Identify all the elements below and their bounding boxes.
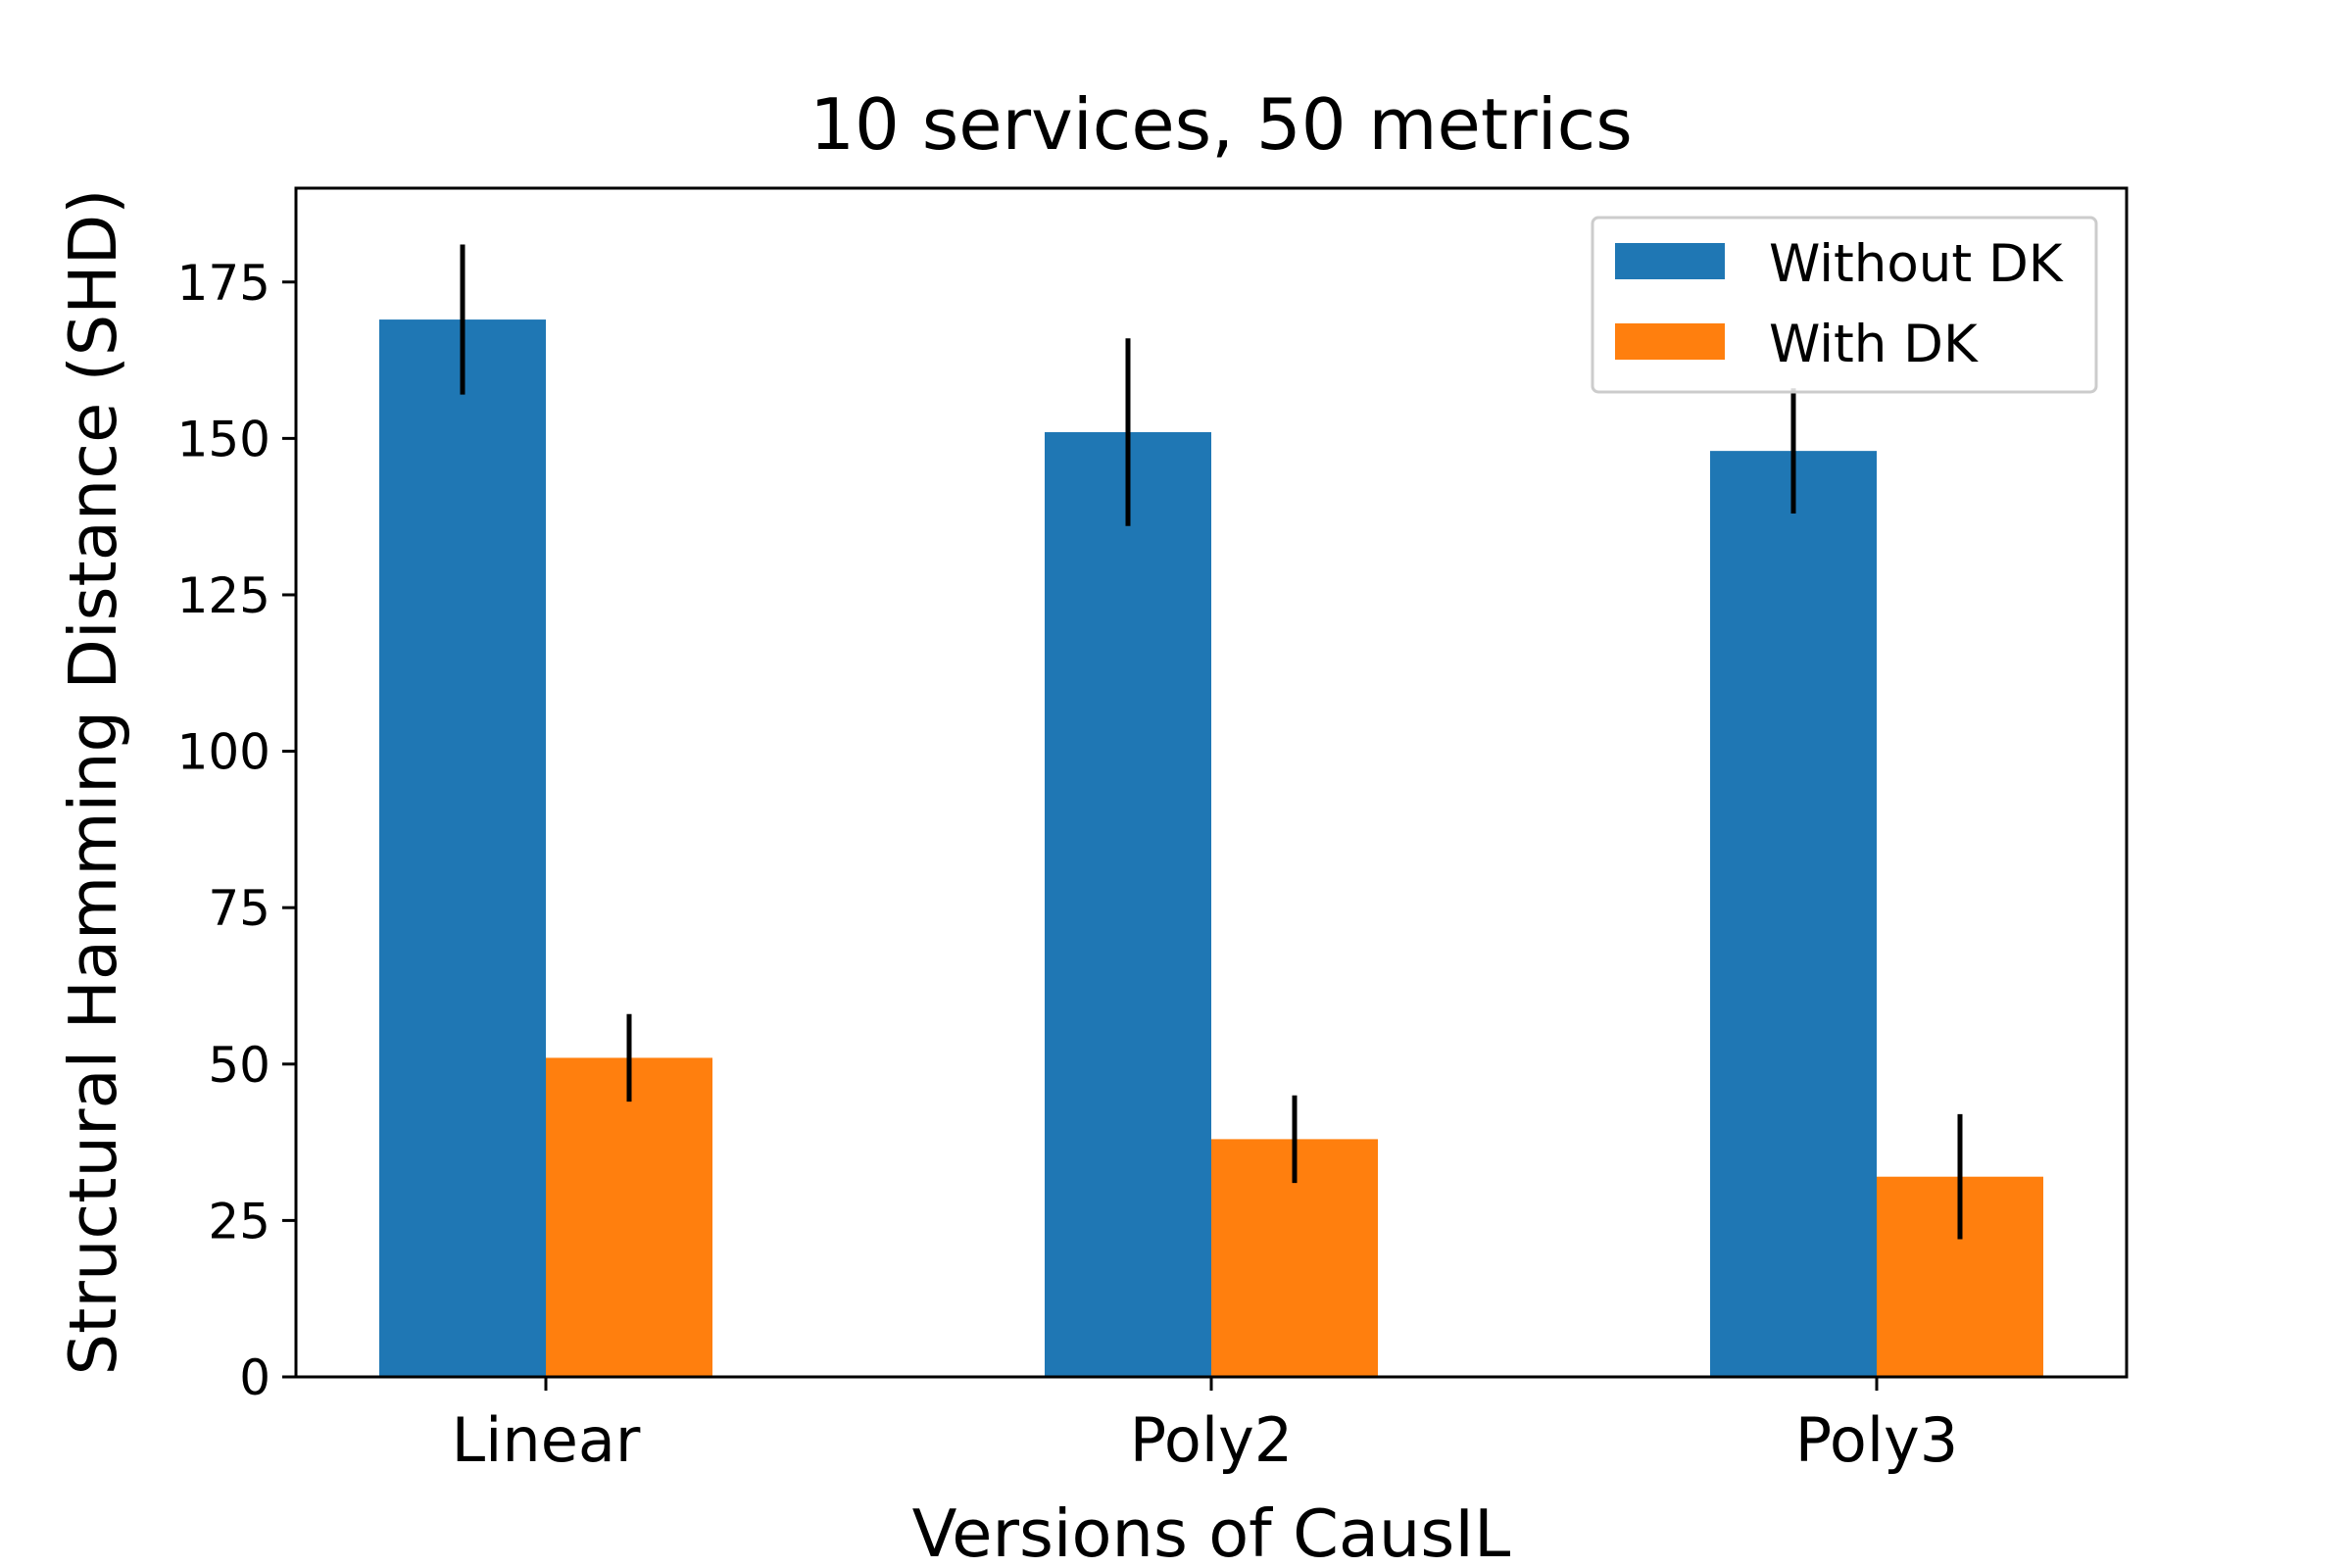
bar-without-dk-poly3 xyxy=(1710,451,1877,1377)
bar-without-dk-poly2 xyxy=(1045,431,1211,1377)
legend-swatch-with-dk xyxy=(1615,323,1725,360)
legend-label-with-dk: With DK xyxy=(1769,315,1979,374)
chart-title: 10 services, 50 metrics xyxy=(809,83,1633,166)
y-tick-label: 125 xyxy=(177,567,270,624)
y-tick-label: 175 xyxy=(177,255,270,312)
y-tick-label: 100 xyxy=(177,724,270,781)
x-tick-label-linear: Linear xyxy=(452,1404,641,1476)
error-bars-layer xyxy=(460,244,1963,1240)
bar-with-dk-linear xyxy=(546,1057,712,1377)
x-axis-label: Versions of CausIL xyxy=(912,1495,1511,1568)
bars-layer xyxy=(379,319,2043,1378)
y-tick-label: 50 xyxy=(208,1037,270,1094)
y-axis: 0 25 50 75 100 125 150 175 xyxy=(177,255,296,1406)
y-tick-label: 75 xyxy=(208,880,270,937)
x-axis: Linear Poly2 Poly3 xyxy=(452,1377,1958,1476)
legend-swatch-without-dk xyxy=(1615,243,1725,279)
y-tick-label: 150 xyxy=(177,411,270,467)
y-tick-label: 25 xyxy=(208,1193,270,1250)
bar-without-dk-linear xyxy=(379,319,546,1378)
y-tick-label: 0 xyxy=(239,1349,270,1406)
legend-label-without-dk: Without DK xyxy=(1769,234,2064,294)
x-tick-label-poly3: Poly3 xyxy=(1795,1404,1958,1476)
x-tick-label-poly2: Poly2 xyxy=(1130,1404,1293,1476)
y-axis-label: Structural Hamming Distance (SHD) xyxy=(55,189,131,1376)
legend: Without DK With DK xyxy=(1591,216,2098,394)
